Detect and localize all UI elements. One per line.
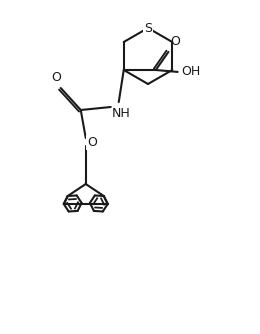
Text: OH: OH [182,65,201,78]
Text: O: O [170,35,180,48]
Text: NH: NH [111,107,130,120]
Text: O: O [51,71,61,84]
Text: S: S [144,21,152,34]
Text: O: O [87,136,97,149]
